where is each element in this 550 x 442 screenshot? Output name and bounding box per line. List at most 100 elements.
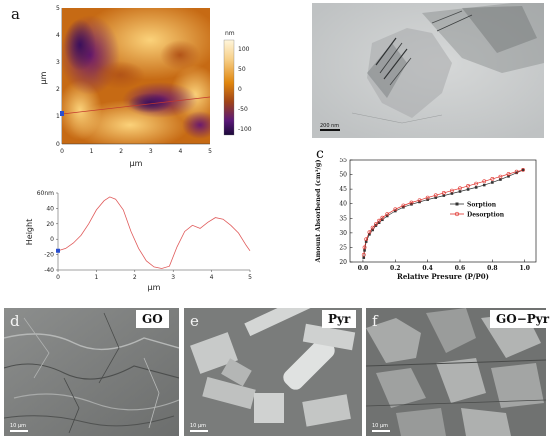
desorption-point [441,191,446,195]
desorption-point [490,177,495,181]
panel-a-xtick: 4 [178,148,182,155]
colorbar-tick: 50 [238,66,246,73]
sorption-point [507,175,510,178]
panel-b-tem-image: 200 nm [312,3,544,138]
profile-xtick-label: 1 [94,274,98,281]
sorption-point [515,171,518,175]
panel-f-scale-text: 10 μm [372,423,388,429]
desorption-point [380,215,385,220]
colorbar-tick: 0 [238,86,242,93]
panel-a-xtick: 5 [208,148,212,155]
sorption-point [458,190,462,193]
profile-xtick-label: 2 [133,274,137,281]
sorption-point [364,240,368,243]
desorption-point [425,195,430,200]
desorption-point [482,179,487,184]
colorbar-unit: nm [225,30,235,37]
profile-ytick-label: 20 [46,221,54,228]
desorption-point [385,212,390,217]
panel-a-ytick: 1 [56,113,60,120]
desorption-point [521,168,525,172]
iso-x-label: Relative Presure (P/P0) [397,272,489,281]
sorption-point [499,178,502,181]
sorption-point [442,194,446,197]
iso-xtick-label: 0.2 [390,265,400,272]
desorption-point [370,225,375,230]
panel-a-colorbar: nm 100 50 0 -50 -100 [223,30,252,136]
desorption-point [362,245,367,250]
iso-ytick-label: 45 [339,186,347,193]
iso-ytick-label: 35 [339,215,347,222]
panel-a-y-label: μm [39,71,48,84]
iso-ytick-label: 25 [339,244,347,251]
panel-b-scale-text: 200 nm [320,123,339,129]
profile-xtick-label: 4 [210,274,214,281]
desorption-point [433,193,438,198]
legend-desorption-label: Desorption [467,212,505,219]
panel-d-sem-image: 10 μm [4,308,179,436]
desorption-point [361,252,366,257]
panel-a-ytick: 4 [56,32,60,39]
sorption-point [474,186,478,189]
panel-d-scale-text: 10 μm [10,423,26,429]
sorption-point [377,221,381,224]
iso-xtick-label: 0.4 [422,265,432,272]
panel-e-letter: e [190,312,199,330]
panel-a-y-axis: 5 4 3 2 1 0 μm [39,5,63,148]
profile-ytick-label: 0 [50,236,54,243]
iso-ytick-label: 50 [339,172,347,179]
panel-a-ytick: 2 [56,86,60,93]
panel-f-scale-bar [372,430,390,432]
panel-a-xtick: 1 [90,148,94,155]
desorption-point [364,237,369,242]
profile-ytick-label: 60nm [37,190,54,197]
desorption-point [506,172,511,176]
colorbar-tick: 100 [238,46,250,53]
panel-a-ytick: 3 [56,59,60,66]
iso-y-label: Amount Absorbened (cm³/g) [314,159,322,263]
panel-d-label: GO [136,310,169,328]
profile-xtick-label: 3 [171,274,175,281]
profile-start-marker [56,248,60,253]
iso-ytick-label: 30 [339,230,347,237]
panel-e-scale-text: 10 μm [190,423,206,429]
colorbar-tick: -50 [238,106,248,113]
panel-e-label: Pyr [322,310,357,328]
panel-c-letter: c [316,146,324,162]
panel-a-x-axis: 0 1 2 3 4 5 μm [60,143,212,168]
desorption-point [373,222,378,227]
panel-a-xtick: 2 [119,148,123,155]
sorption-point [368,233,371,236]
legend-sorption-label: Sorption [467,202,497,209]
sorption-point [426,198,429,201]
iso-ytick-label: 55 [339,158,347,164]
panel-a-afm: 5 4 3 2 1 0 μm 0 1 2 3 4 5 μm nm 1 0 [39,5,252,168]
sorption-point [466,188,470,191]
iso-xtick-label: 1.0 [519,265,529,272]
profile-y-label: Height [25,219,34,245]
iso-ytick-label: 20 [339,259,347,266]
iso-xtick-label: 0.6 [455,265,465,272]
profile-series-line [57,196,251,269]
iso-ytick-label: 40 [339,201,347,208]
desorption-point [474,181,479,186]
profile-ytick-label: 40 [46,205,54,212]
panel-a-ytick: 5 [56,5,60,12]
sorption-point [482,183,486,187]
desorption-point [409,200,414,205]
afm-height-map [62,8,210,144]
colorbar-tick: -100 [238,126,252,133]
panel-d-scale-bar [10,430,28,432]
sorption-point [450,192,454,195]
panel-a-x-label: μm [130,159,143,168]
iso-xtick-label: 0.8 [487,265,497,272]
desorption-point [514,169,519,174]
desorption-point [401,203,406,208]
panel-e-sem-image: 10 μm [184,308,362,436]
iso-legend: Sorption Desorption [450,202,505,219]
sorption-point [381,218,384,222]
panel-c-isotherm-chart: Amount Absorbened (cm³/g) Relative Presu… [314,158,537,281]
panel-f-letter: f [372,312,378,330]
profile-ytick-label: -20 [44,252,54,259]
panel-a-ytick: 0 [56,141,60,148]
